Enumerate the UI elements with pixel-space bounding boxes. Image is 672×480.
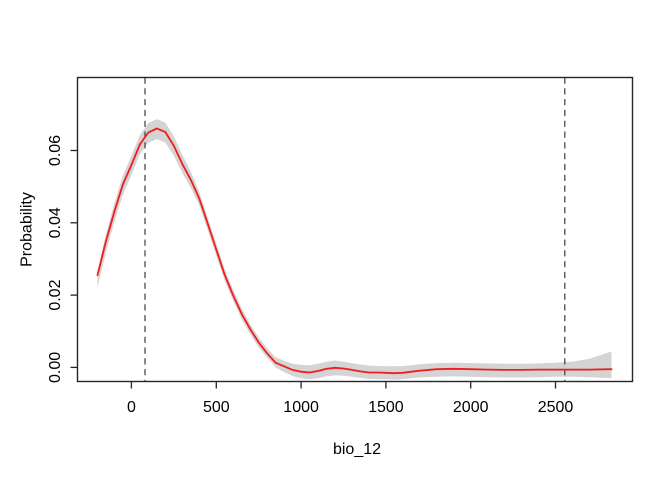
y-tick-label: 0.04 bbox=[47, 207, 64, 238]
response-curve-line bbox=[96, 127, 613, 375]
x-tick-label: 0 bbox=[127, 399, 136, 416]
x-tick-label: 500 bbox=[203, 399, 230, 416]
x-tick-label: 2000 bbox=[453, 399, 489, 416]
y-tick-label: 0.00 bbox=[47, 352, 64, 383]
x-tick-label: 1000 bbox=[283, 399, 319, 416]
y-tick-label: 0.06 bbox=[47, 135, 64, 166]
y-axis-title: Probability bbox=[18, 192, 36, 267]
x-tick-label: 2500 bbox=[538, 399, 574, 416]
x-tick-label: 1500 bbox=[368, 399, 404, 416]
plot-box bbox=[76, 76, 634, 383]
x-axis-title: bio_12 bbox=[332, 441, 382, 458]
y-tick-label: 0.02 bbox=[47, 279, 64, 310]
confidence-band bbox=[97, 119, 612, 380]
